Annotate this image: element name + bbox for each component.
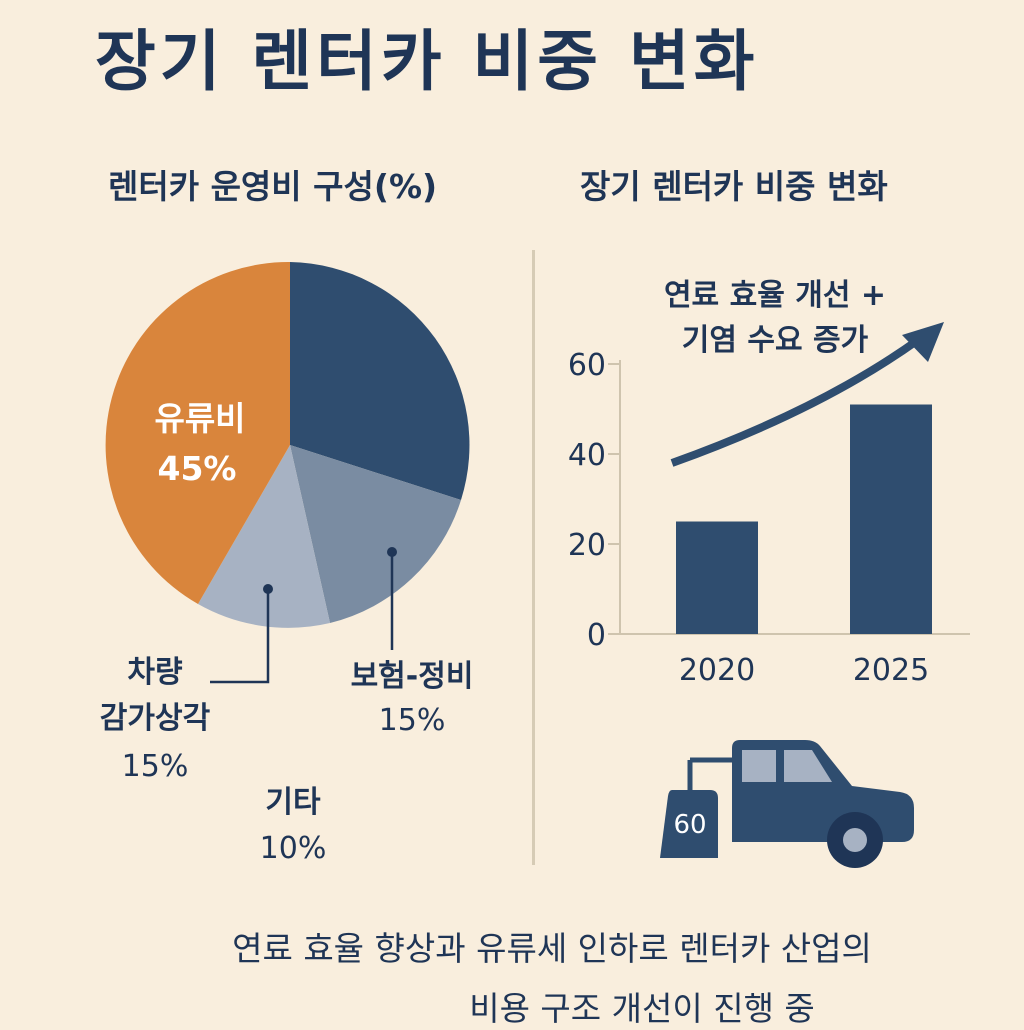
pie-value-depreciation: 15% <box>122 749 189 784</box>
pie-label-depreciation-line2: 감가상각 <box>100 701 211 736</box>
bar-chart: 0 20 40 60 2020 2025 연료 효율 개선 + 기염 수요 증가 <box>568 278 970 688</box>
pie-slice-fuel <box>105 261 290 604</box>
pie-value-insurance: 15% <box>379 703 446 738</box>
trend-arrow-line <box>670 336 921 467</box>
pie-chart-title: 렌터카 운영비 구성(%) <box>108 167 438 206</box>
pie-label-fuel: 유류비 <box>154 399 245 438</box>
footer-line-1: 연료 효율 향상과 유류세 인하로 렌터카 산업의 <box>232 929 872 968</box>
x-tick-label: 2020 <box>679 653 755 688</box>
y-tick-label: 20 <box>568 528 606 563</box>
y-tick-label: 60 <box>568 348 606 383</box>
bar-chart-title: 장기 렌터카 비중 변화 <box>580 167 888 206</box>
fuel-can-icon <box>660 790 718 858</box>
annotation-line2: 기염 수요 증가 <box>682 323 869 358</box>
bar-2020 <box>676 521 758 634</box>
trend-arrow-head <box>902 322 944 362</box>
pie-label-insurance: 보험-정비 <box>351 659 474 694</box>
pie-label-other: 기타 <box>265 785 321 820</box>
pie-label-depreciation-line1: 차량 <box>127 655 183 690</box>
x-tick-label: 2025 <box>853 653 929 688</box>
pie-value-fuel: 45% <box>158 449 237 488</box>
car-window-rear-icon <box>784 750 832 782</box>
pie-value-other: 10% <box>260 831 327 866</box>
y-tick-label: 0 <box>587 618 606 653</box>
annotation-line1: 연료 효율 개선 + <box>664 278 886 313</box>
car-window-icon <box>742 750 776 782</box>
car-hubcap-icon <box>843 828 867 852</box>
panel-divider <box>532 250 535 865</box>
bar-2025 <box>850 404 932 634</box>
leader-line-depreciation <box>210 584 273 684</box>
pie-chart: 유류비 45% 보험-정비 15% 차량 감가상각 15% 기타 10% <box>100 261 474 866</box>
pie-slice-depreciation <box>198 445 330 628</box>
pie-slice-other <box>290 262 470 500</box>
footer-line-2: 비용 구조 개선이 진행 중 <box>469 989 815 1028</box>
fuel-can-label: 60 <box>673 810 706 840</box>
y-tick-label: 40 <box>568 438 606 473</box>
page-title: 장기 렌터카 비중 변화 <box>95 23 759 100</box>
leader-line-insurance <box>387 547 397 650</box>
pie-slice-insurance <box>290 445 461 623</box>
car-illustration: 60 <box>660 740 914 868</box>
